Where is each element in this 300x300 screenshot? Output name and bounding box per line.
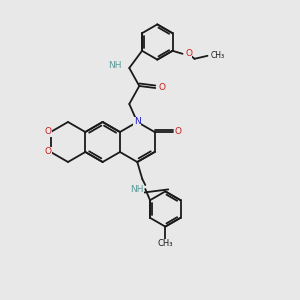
Text: O: O (44, 148, 51, 157)
Text: N: N (134, 118, 141, 127)
Text: CH₃: CH₃ (211, 51, 225, 60)
Text: NH: NH (130, 184, 144, 194)
Text: CH₃: CH₃ (158, 239, 173, 248)
Text: O: O (44, 128, 51, 136)
Text: O: O (159, 82, 166, 91)
Text: O: O (174, 128, 181, 136)
Text: O: O (185, 49, 192, 58)
Text: NH: NH (108, 61, 121, 70)
